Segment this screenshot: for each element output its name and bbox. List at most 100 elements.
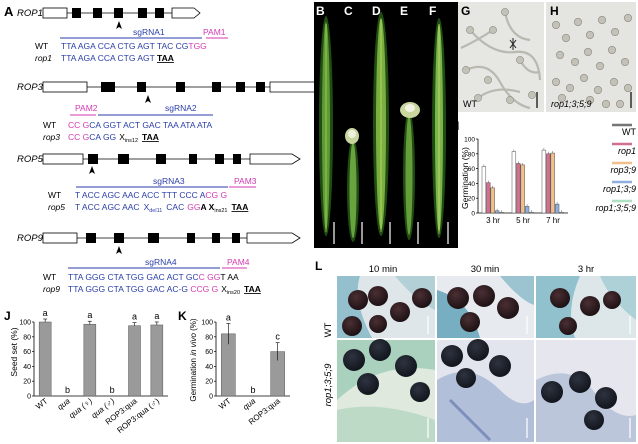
y-tick-label: 60: [23, 349, 31, 356]
y-axis-label-italic: in vivo: [189, 333, 198, 356]
micrograph-mutant-30min: [437, 339, 534, 442]
panel-label-h: H: [550, 4, 559, 18]
bar: [150, 324, 164, 397]
y-tick-label: 80: [205, 334, 213, 341]
cut-site-arrow: [89, 166, 95, 174]
y-tick-label: 0: [209, 394, 213, 401]
significance-letter: a: [87, 310, 92, 320]
bar: [494, 210, 500, 214]
debris: [509, 38, 517, 50]
panels-b-f: B C D E F: [314, 2, 458, 248]
y-tick-label: 40: [23, 364, 31, 371]
legend-label: rop1: [618, 146, 636, 156]
sgrna-label: sgRNA1: [133, 27, 165, 37]
y-tick-label: 20: [468, 196, 476, 203]
gene-name-rop3: ROP3: [17, 82, 44, 93]
legend-label: rop1;3;5;9: [595, 203, 636, 213]
x-tick-label: WT: [217, 396, 232, 411]
panel-d-photo: D: [372, 4, 391, 244]
bar: [554, 203, 560, 214]
mutant-label: rop5: [48, 202, 65, 212]
panel-e-photo: E: [400, 4, 420, 244]
panel-label-e: E: [400, 4, 408, 18]
y-tick-label: 100: [464, 137, 475, 144]
row-label-mutant: rop1;3;5;9: [323, 363, 334, 406]
legend-label: rop3;9: [610, 165, 636, 175]
panel-label-d: D: [372, 4, 381, 18]
bar: [83, 323, 97, 397]
mutant-sequence: TTA AGA CCA CTG AGT TAA: [61, 53, 174, 63]
wt-sequence: TTA AGA CCA CTG AGT TAC CGTGG: [61, 41, 207, 51]
x-tick-label: WT: [34, 396, 49, 411]
panel-h: H rop1;3;5;9: [546, 2, 636, 112]
y-tick-label: 0: [27, 394, 31, 401]
y-tick-label: 80: [23, 334, 31, 341]
bar: [541, 149, 547, 214]
panel-g: G WT: [458, 2, 544, 112]
significance-letter: a: [154, 311, 159, 321]
wt-label: WT: [43, 272, 56, 282]
gene-model-rop9: [42, 232, 301, 244]
significance-letter: b: [110, 385, 115, 395]
mutant-label: rop9: [43, 284, 60, 294]
wt-label: WT: [35, 41, 48, 51]
time-label-10min: 10 min: [369, 264, 398, 275]
bar: [511, 151, 517, 214]
bar: [490, 187, 495, 214]
x-tick-label: qua (♀): [67, 396, 94, 420]
y-tick-label: 20: [23, 379, 31, 386]
gene-name-rop5: ROP5: [17, 154, 44, 165]
rop5-block: ROP5 sgRNA3 PAM3 WT T ACC AGC AAC ACC TT…: [17, 153, 301, 214]
y-axis-label: Germination in vivo (%): [189, 318, 198, 401]
gene-model-rop1: [42, 7, 201, 19]
wt-sequence: TTA GGG CTA TGG GAC ACT GCC GGT AA: [68, 272, 239, 282]
wt-sequence: CC GCA GGT ACT GAC TAA ATA ATA: [68, 120, 213, 130]
micrograph-wt-10min: [337, 276, 435, 338]
cut-site-arrow: [145, 95, 151, 103]
bar: [516, 163, 521, 214]
cut-site-arrow: [116, 246, 122, 254]
bar: [481, 166, 487, 214]
pam-label: PAM1: [203, 27, 226, 37]
legend-label: WT: [622, 127, 636, 137]
pollen-tubes: [460, 11, 542, 110]
panel-l: L 10 min 30 min 3 hr WT rop1;3;5;9: [315, 259, 636, 442]
gene-name-rop1: ROP1: [17, 8, 43, 19]
micrograph-wt-3hr: [536, 276, 636, 338]
significance-letter: c: [275, 332, 280, 342]
sgrna-label: sgRNA2: [165, 103, 197, 113]
y-axis-label: Germination (%): [460, 147, 470, 209]
bar: [499, 211, 504, 214]
wt-sequence: T ACC AGC AAC ACC TTT CCC ACG G: [75, 190, 227, 200]
pollen-grains: [551, 14, 632, 109]
y-tick-label: 20: [205, 379, 213, 386]
mutant-sequence: T ACC AGC AAC Xdel11 CAC GGA Xins21 TAA: [75, 202, 248, 214]
genotype-label: WT: [463, 99, 477, 109]
rop9-block: ROP9 sgRNA4 PAM4 WT TTA GGG CTA TGG GAC …: [17, 232, 301, 296]
panel-label-a: A: [4, 4, 14, 19]
rop3-block: ROP3 PAM2 sgRNA2 WT CC GCA GGT ACT GAC T…: [17, 81, 323, 144]
panel-label-c: C: [344, 4, 353, 18]
cut-site-arrow: [116, 21, 122, 29]
sgrna-label: sgRNA3: [153, 176, 185, 186]
bar: [128, 325, 141, 397]
mutant-sequence: TTA GGG CTA TGG GAC AC-G CCG G Xins20 TAA: [68, 284, 261, 296]
wt-label: WT: [43, 120, 56, 130]
mutant-sequence: CC GCA GG Xins12 TAA: [68, 132, 159, 144]
significance-letter: a: [43, 308, 48, 318]
panel-b-photo: B: [316, 4, 335, 244]
row-label-wt: WT: [323, 322, 334, 337]
significance-letter: b: [250, 385, 255, 395]
time-label-30min: 30 min: [471, 264, 500, 275]
bar: [546, 153, 551, 214]
panel-label-i: I: [456, 119, 459, 133]
significance-letter: a: [132, 312, 137, 322]
pollen-grains: [462, 8, 536, 104]
y-tick-label: 0: [471, 211, 475, 218]
x-tick-label: 5 hr: [516, 216, 530, 225]
sgrna-label: sgRNA4: [145, 257, 177, 267]
pam-label: PAM2: [75, 103, 98, 113]
wt-label: WT: [48, 190, 61, 200]
micrograph-mutant-3hr: [536, 340, 636, 442]
